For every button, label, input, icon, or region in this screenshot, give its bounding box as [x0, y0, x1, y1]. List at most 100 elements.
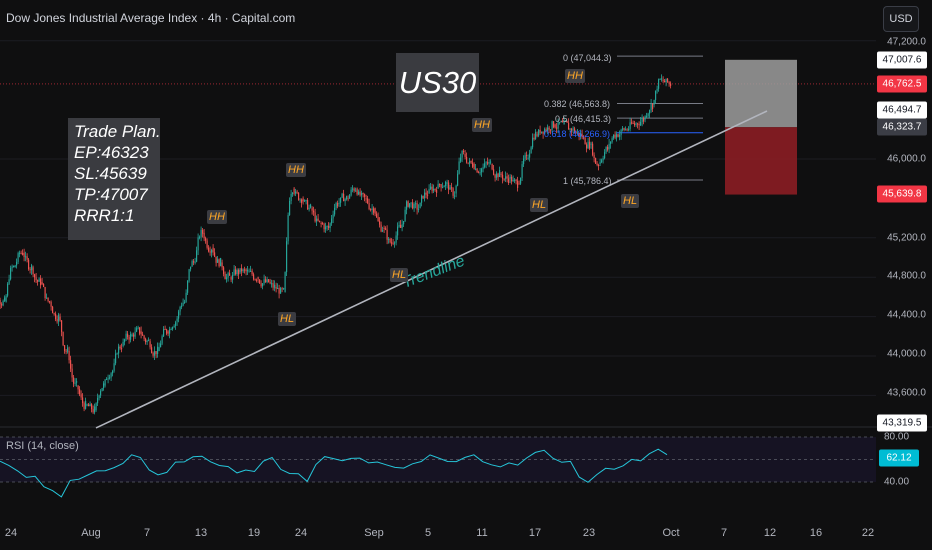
candle: [64, 345, 66, 351]
candle: [355, 190, 357, 192]
candle: [505, 176, 507, 179]
candle: [200, 229, 202, 237]
candle: [637, 123, 639, 125]
candle: [86, 404, 88, 406]
candle: [670, 83, 672, 86]
currency-button[interactable]: USD: [883, 6, 919, 32]
candle: [265, 279, 267, 283]
candle: [350, 189, 352, 196]
candle: [71, 368, 73, 378]
candle: [425, 192, 427, 195]
candle: [32, 267, 34, 275]
candle: [422, 195, 424, 199]
candle: [623, 128, 625, 130]
candle: [290, 193, 292, 201]
candle: [524, 155, 526, 159]
candle: [242, 269, 244, 272]
candle: [473, 163, 475, 170]
candle: [430, 186, 432, 189]
candle: [100, 391, 102, 396]
candle: [577, 132, 579, 134]
candle: [649, 110, 651, 114]
candle: [323, 224, 325, 230]
candle: [235, 269, 237, 275]
candle: [218, 259, 220, 267]
candle: [557, 122, 559, 129]
candle: [82, 397, 84, 404]
candle: [217, 259, 219, 263]
candle: [25, 256, 27, 258]
candle: [269, 282, 271, 284]
candle: [136, 328, 138, 332]
rsi-label: RSI (14, close): [6, 440, 79, 452]
candle: [359, 191, 361, 196]
candle: [325, 226, 327, 230]
x-tick: 19: [247, 527, 261, 539]
x-tick: 16: [809, 527, 823, 539]
candle: [253, 274, 255, 280]
candle: [176, 318, 178, 322]
price-badge: 46,323.7: [877, 118, 927, 136]
candle: [559, 122, 561, 124]
candle: [5, 295, 7, 302]
candle: [149, 341, 151, 348]
trade-plan-entry: EP:46323: [74, 143, 149, 162]
candle: [416, 203, 418, 210]
candle: [13, 265, 15, 267]
candle: [19, 252, 21, 254]
candle: [140, 331, 142, 335]
candle: [583, 137, 585, 139]
x-tick: Sep: [364, 527, 384, 539]
candle: [382, 230, 384, 232]
candle: [272, 283, 274, 288]
candle: [104, 379, 106, 386]
candle: [322, 223, 324, 225]
candle: [587, 141, 589, 149]
candle: [125, 333, 127, 340]
candle: [353, 188, 355, 191]
candle: [293, 188, 295, 194]
candle: [311, 208, 313, 211]
candle: [34, 274, 36, 278]
candle: [163, 329, 165, 337]
candle: [352, 188, 354, 190]
candle: [85, 400, 87, 409]
symbol-callout: US30: [396, 53, 479, 112]
candle: [314, 212, 316, 222]
trendline-line: [95, 110, 768, 429]
candle: [79, 389, 81, 395]
candle: [560, 121, 562, 123]
candle: [2, 300, 4, 306]
candle: [508, 178, 510, 183]
candle: [613, 134, 615, 139]
candle: [499, 169, 501, 178]
candle: [50, 301, 52, 307]
candle: [544, 129, 546, 134]
candle: [226, 277, 228, 280]
x-tick: Oct: [662, 527, 680, 539]
candle: [197, 237, 199, 251]
candle: [571, 128, 573, 132]
candle: [326, 226, 328, 228]
candle: [496, 173, 498, 178]
x-tick: 24: [4, 527, 18, 539]
candle: [10, 267, 12, 280]
candle: [88, 404, 90, 407]
candle: [442, 187, 444, 189]
candle: [589, 141, 591, 149]
candle: [83, 403, 85, 409]
price-axis[interactable]: 47,200.0 46,000.0 45,200.0 44,800.0 44,4…: [876, 0, 932, 550]
candle: [77, 385, 79, 390]
candle: [485, 162, 487, 164]
candle: [472, 162, 474, 167]
candle: [431, 186, 433, 191]
candle: [137, 327, 139, 329]
candle: [230, 277, 232, 280]
candle: [172, 327, 174, 330]
candle: [68, 351, 70, 361]
candle: [199, 236, 201, 238]
trade-plan-box: Trade Plan. EP:46323 SL:45639 TP:47007 R…: [68, 118, 161, 240]
candle: [283, 288, 285, 290]
candle: [568, 122, 570, 130]
